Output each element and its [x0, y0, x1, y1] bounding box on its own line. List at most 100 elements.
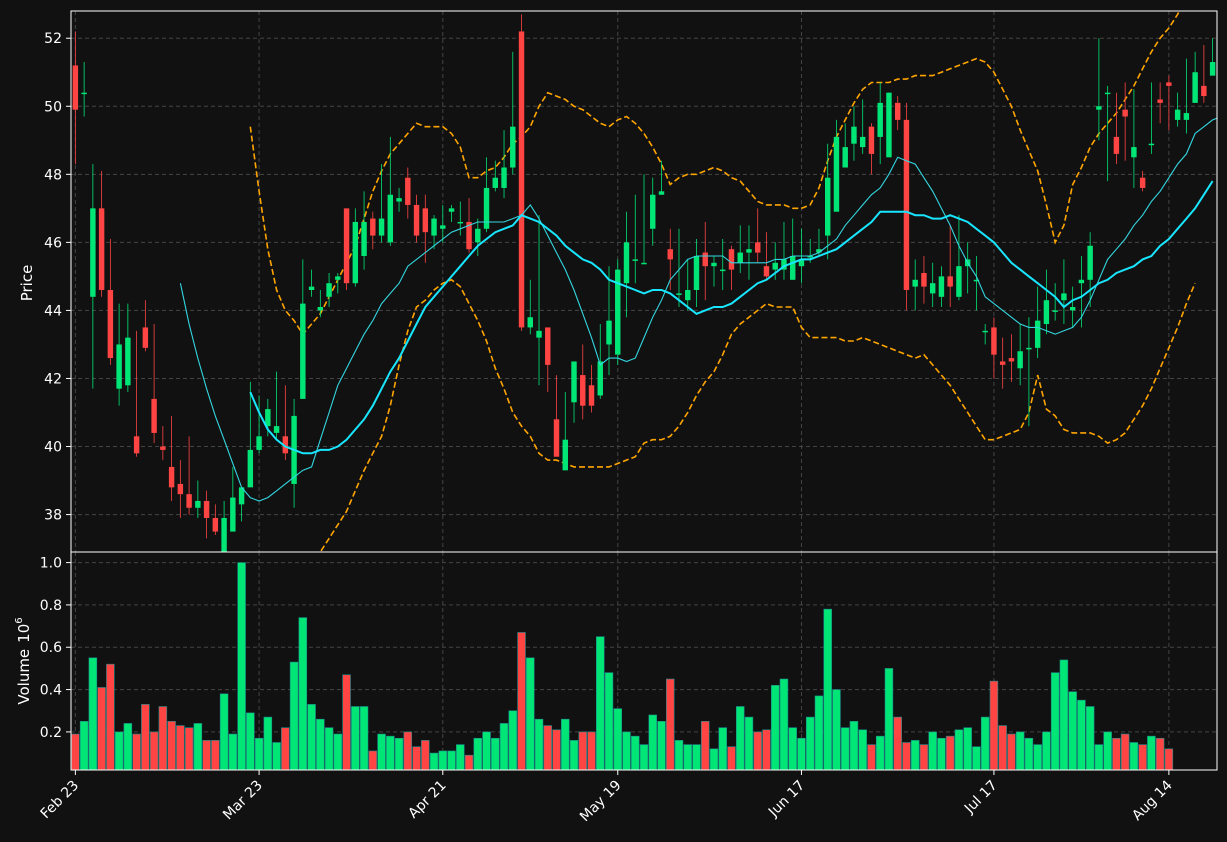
candle-body — [518, 31, 525, 328]
volume-y-tick-label: 0.4 — [40, 683, 62, 699]
candle-body — [151, 398, 157, 433]
volume-bar — [88, 657, 98, 771]
volume-bar — [639, 744, 649, 771]
volume-bar — [351, 706, 360, 771]
volume-bar — [980, 716, 990, 771]
volume-axis-label-text: Volume — [15, 649, 33, 705]
volume-bar — [788, 727, 797, 771]
volume-bar — [158, 706, 168, 771]
volume-bar — [604, 672, 614, 771]
volume-bar — [71, 733, 80, 771]
candle-body — [781, 259, 787, 270]
candle-body — [833, 136, 840, 212]
volume-bar — [473, 737, 483, 771]
price-y-tick-label: 46 — [44, 235, 62, 251]
volume-axis-label-base: 10 — [15, 624, 33, 643]
volume-bar — [499, 723, 509, 771]
volume-bar — [491, 737, 500, 771]
candle-body — [195, 500, 201, 508]
volume-bar — [1103, 731, 1112, 771]
candle-body — [265, 409, 271, 427]
volume-bar — [552, 729, 561, 771]
volume-panel-frame — [70, 551, 1218, 771]
candle-body — [317, 307, 324, 311]
candle-body — [685, 290, 691, 301]
candle-body — [632, 259, 638, 261]
candle-body — [326, 283, 332, 297]
volume-bar — [438, 750, 448, 771]
volume-bar — [875, 735, 885, 771]
price-y-tick-label: 40 — [44, 440, 62, 456]
volume-bar — [237, 562, 246, 771]
volume-bar — [561, 718, 570, 771]
volume-bar — [1129, 742, 1139, 771]
volume-y-tick-label: 0.8 — [40, 598, 62, 614]
volume-bar — [386, 735, 395, 771]
candle-body — [1008, 358, 1015, 362]
candle-body — [387, 194, 394, 243]
candle-body — [562, 439, 568, 471]
volume-bar — [578, 731, 588, 771]
volume-bar — [106, 663, 115, 771]
bollinger-lower-line — [319, 278, 1196, 552]
candle-body — [615, 269, 621, 355]
candle-body — [973, 279, 980, 282]
volume-bar — [429, 752, 439, 771]
candle-body — [352, 221, 359, 284]
volume-bar — [867, 744, 876, 771]
volume-bar — [272, 742, 281, 771]
candle-body — [107, 290, 114, 359]
candle-body — [221, 517, 227, 552]
candle-body — [1157, 99, 1163, 103]
volume-bar — [508, 710, 518, 771]
candle-body — [868, 126, 875, 154]
slow-moving-average-line — [249, 180, 1214, 455]
candle-body — [720, 269, 726, 272]
volume-bar — [132, 733, 141, 771]
candle-body — [842, 147, 848, 168]
volume-bar — [587, 731, 596, 771]
candle-body — [728, 249, 735, 270]
candle-body — [1166, 82, 1172, 86]
volume-bar — [368, 750, 378, 771]
candle-body — [510, 126, 516, 168]
volume-bar — [1164, 748, 1174, 771]
candle-body — [98, 208, 105, 291]
volume-bar — [1007, 733, 1016, 771]
volume-bar — [1033, 744, 1042, 771]
volume-bar — [281, 727, 290, 771]
volume-bar — [622, 731, 631, 771]
volume-bar — [149, 731, 159, 771]
candle-body — [361, 221, 367, 256]
candle-body — [81, 92, 87, 95]
candle-body — [999, 361, 1006, 365]
candle-body — [545, 327, 551, 365]
volume-bar — [1050, 672, 1060, 771]
candle-body — [1148, 143, 1155, 146]
volume-bar — [228, 733, 238, 771]
candle-body — [116, 344, 122, 389]
candle-body — [282, 436, 289, 454]
volume-bar — [884, 668, 894, 771]
volume-axis-label-group: Volume 106 — [14, 617, 33, 704]
candle-body — [1131, 147, 1137, 158]
volume-bar — [657, 721, 666, 771]
candle-body — [921, 272, 927, 287]
candle-body — [982, 330, 988, 333]
volume-y-tick-label: 0.2 — [40, 725, 62, 741]
candle-body — [947, 276, 953, 287]
candle-body — [588, 385, 595, 406]
candle-body — [711, 262, 717, 267]
candle-body — [641, 262, 647, 265]
volume-bar — [377, 733, 386, 771]
candle-body — [431, 218, 437, 236]
volume-bar — [412, 746, 421, 771]
volume-bar — [394, 737, 404, 771]
volume-bar — [141, 704, 150, 771]
candle-body — [746, 249, 752, 253]
candle-body — [1192, 72, 1198, 103]
candle-body — [186, 494, 192, 508]
volume-bar — [176, 725, 185, 771]
